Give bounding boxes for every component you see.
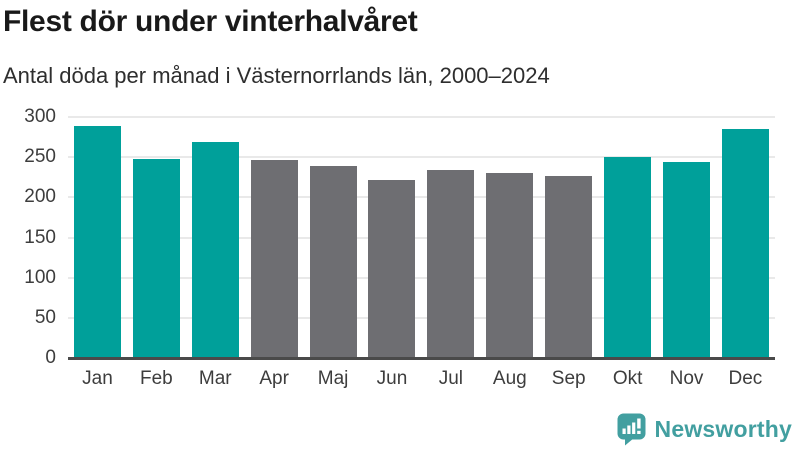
gridline-300 bbox=[68, 116, 775, 118]
bar-jan bbox=[73, 126, 121, 358]
y-tick-label-50: 50 bbox=[34, 306, 56, 328]
chart-subtitle: Antal döda per månad i Västernorrlands l… bbox=[3, 63, 550, 88]
bar-mar bbox=[191, 142, 239, 358]
x-tick-label-nov: Nov bbox=[669, 368, 704, 389]
y-tick-label-250: 250 bbox=[24, 146, 56, 168]
newsworthy-logo-icon bbox=[617, 413, 646, 445]
bar-sep bbox=[545, 176, 593, 358]
y-axis: 0 50 100 150 200 250 300 bbox=[0, 107, 56, 368]
x-tick-label-feb: Feb bbox=[139, 368, 173, 389]
bar-feb bbox=[132, 159, 180, 358]
y-tick-label-300: 300 bbox=[24, 106, 56, 127]
x-tick-label-apr: Apr bbox=[259, 368, 289, 389]
x-tick-label-maj: Maj bbox=[317, 368, 349, 389]
y-tick-label-0: 0 bbox=[45, 347, 56, 368]
bar-aug bbox=[486, 173, 534, 358]
y-tick-label-100: 100 bbox=[24, 266, 56, 288]
gridline-150 bbox=[68, 236, 775, 239]
bar-jun bbox=[368, 180, 416, 358]
bar-apr bbox=[250, 160, 298, 358]
y-tick-label-150: 150 bbox=[24, 226, 56, 248]
bar-okt bbox=[604, 157, 652, 358]
x-tick-label-mar: Mar bbox=[198, 368, 232, 389]
bar-series bbox=[68, 117, 775, 358]
gridline-200 bbox=[68, 196, 775, 199]
x-tick-label-okt: Okt bbox=[612, 368, 643, 389]
y-tick-label-200: 200 bbox=[24, 186, 56, 208]
bar-dec bbox=[721, 129, 769, 358]
x-tick-label-aug: Aug bbox=[492, 368, 527, 389]
gridline-50 bbox=[68, 316, 775, 319]
x-axis: Jan Feb Mar Apr Maj Jun Jul Aug Sep Okt Nov Dec bbox=[68, 368, 775, 390]
bar-jul bbox=[427, 170, 475, 358]
brand-name: Newsworthy bbox=[654, 415, 792, 442]
x-tick-label-dec: Dec bbox=[728, 368, 763, 389]
gridline-100 bbox=[68, 276, 775, 279]
x-tick-label-jan: Jan bbox=[82, 368, 113, 389]
x-axis-line bbox=[68, 357, 775, 360]
plot-area bbox=[68, 116, 775, 358]
gridline-250 bbox=[68, 156, 775, 159]
x-tick-label-sep: Sep bbox=[551, 368, 586, 389]
chart-title: Flest dör under vinterhalvåret bbox=[3, 5, 418, 38]
bar-nov bbox=[663, 162, 711, 358]
x-tick-label-jul: Jul bbox=[438, 368, 464, 389]
brand-footer: Newsworthy bbox=[617, 411, 792, 447]
x-tick-label-jun: Jun bbox=[376, 368, 408, 389]
bar-maj bbox=[309, 166, 357, 358]
